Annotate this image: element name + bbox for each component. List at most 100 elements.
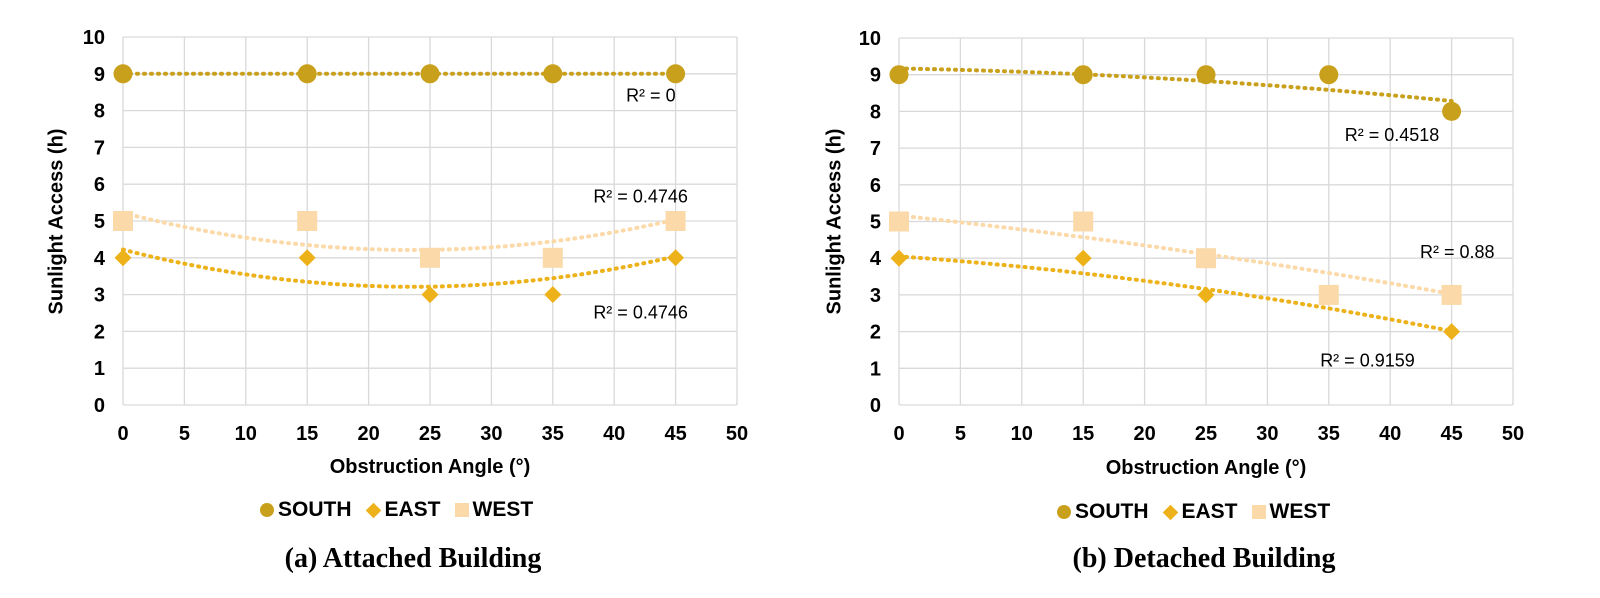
y-tick-label: 8 — [94, 101, 105, 123]
x-tick-label: 25 — [419, 423, 441, 445]
diamond-marker-icon — [1162, 504, 1178, 520]
y-tick-label: 3 — [870, 285, 881, 307]
x-tick-label: 40 — [603, 423, 625, 445]
y-tick-label: 10 — [859, 28, 881, 50]
r2-annotation: R² = 0.4746 — [593, 303, 688, 323]
legend-label-east: EAST — [384, 498, 441, 521]
diamond-marker-icon — [365, 502, 381, 518]
y-axis-title-b: Sunlight Access (h) — [823, 128, 846, 315]
gridlines — [122, 36, 738, 406]
y-tick-label: 9 — [94, 64, 105, 86]
y-tick-label: 4 — [94, 248, 106, 270]
trendline-west — [121, 210, 678, 252]
data-point-east — [1197, 286, 1215, 304]
legend-item-west: WEST — [1251, 500, 1331, 524]
gridlines — [898, 37, 1514, 406]
data-point-south — [1073, 65, 1093, 85]
data-point-west — [889, 211, 909, 232]
data-point-west — [665, 211, 686, 231]
x-tick-label: 30 — [1256, 423, 1278, 445]
legend-item-east: EAST — [365, 498, 441, 522]
data-point-south — [1196, 65, 1216, 85]
data-point-west — [1441, 284, 1462, 305]
square-marker-icon — [1251, 505, 1266, 519]
y-axis-title-a: Sunlight Access (h) — [45, 128, 68, 315]
y-tick-label: 0 — [870, 395, 881, 417]
data-point-east — [1443, 323, 1461, 341]
x-tick-label: 0 — [117, 423, 128, 445]
x-tick-label: 35 — [1318, 423, 1340, 445]
data-point-south — [1442, 101, 1462, 121]
data-point-south — [297, 64, 317, 84]
data-point-east — [667, 249, 685, 267]
data-point-east — [114, 249, 132, 267]
data-point-west — [297, 211, 318, 231]
y-tick-label: 1 — [94, 358, 105, 380]
x-tick-label: 10 — [1011, 423, 1033, 445]
y-tick-label: 7 — [94, 137, 105, 159]
x-tick-label: 35 — [542, 423, 564, 445]
data-point-south — [666, 64, 686, 84]
legend-label-east: EAST — [1181, 500, 1238, 523]
data-point-east — [421, 286, 439, 304]
y-tick-label: 8 — [870, 101, 881, 123]
legend-a: SOUTH EAST WEST — [260, 498, 533, 522]
y-tick-label: 9 — [870, 65, 881, 87]
y-tick-label: 6 — [94, 174, 105, 196]
caption-b: (b) Detached Building — [1072, 543, 1336, 574]
x-tick-label: 45 — [1440, 423, 1462, 445]
data-point-west — [1073, 211, 1094, 232]
legend-label-south: SOUTH — [278, 498, 352, 521]
x-tick-label: 20 — [357, 423, 379, 445]
x-tick-label: 10 — [235, 423, 257, 445]
trendline-west — [897, 213, 1454, 296]
x-tick-label: 30 — [480, 423, 502, 445]
legend-b: SOUTH EAST WEST — [1057, 500, 1330, 524]
data-point-south — [543, 64, 563, 84]
x-tick-label: 15 — [1072, 423, 1094, 445]
x-tick-label: 0 — [893, 423, 904, 445]
legend-label-west: WEST — [1269, 500, 1331, 523]
trendline-east — [121, 247, 678, 289]
x-tick-label: 5 — [955, 423, 966, 445]
y-tick-label: 10 — [83, 27, 105, 49]
legend-item-south: SOUTH — [1057, 500, 1149, 524]
legend-item-west: WEST — [454, 498, 534, 522]
y-tick-label: 5 — [94, 211, 105, 233]
y-tick-label: 0 — [94, 395, 105, 417]
chart-panel-b: 0 1 2 3 4 5 6 7 8 9 10 0 5 10 15 20 25 30 35 40 45 50 R² = 0.4… — [776, 0, 1576, 598]
caption-a: (a) Attached Building — [284, 543, 542, 574]
x-tick-label: 50 — [726, 423, 748, 445]
data-point-east — [298, 249, 316, 267]
y-tick-label: 3 — [94, 285, 105, 307]
data-point-south — [1319, 65, 1339, 85]
legend-item-east: EAST — [1162, 500, 1238, 524]
r2-annotation: R² = 0.9159 — [1320, 350, 1415, 370]
y-tick-label: 1 — [870, 358, 881, 380]
x-tick-label: 20 — [1133, 423, 1155, 445]
data-point-east — [1074, 249, 1092, 267]
legend-label-south: SOUTH — [1075, 500, 1149, 523]
y-tick-label: 6 — [870, 175, 881, 197]
data-point-south — [420, 64, 440, 84]
square-marker-icon — [454, 503, 469, 517]
r2-annotation: R² = 0.4518 — [1345, 125, 1440, 145]
data-point-south — [113, 64, 133, 84]
r2-annotation: R² = 0 — [626, 85, 676, 105]
data-point-west — [1196, 248, 1216, 269]
y-tick-label: 7 — [870, 138, 881, 160]
circle-marker-icon — [1057, 505, 1071, 519]
legend-label-west: WEST — [472, 498, 534, 521]
data-point-west — [1318, 284, 1339, 305]
x-tick-label: 15 — [296, 423, 318, 445]
y-tick-label: 5 — [870, 212, 881, 234]
data-point-south — [889, 65, 909, 85]
x-tick-label: 50 — [1502, 423, 1524, 445]
data-point-east — [890, 249, 908, 267]
data-point-east — [544, 286, 562, 304]
x-axis-title-a: Obstruction Angle (°) — [329, 456, 531, 478]
circle-marker-icon — [260, 503, 274, 517]
chart-panel-a: 0 1 2 3 4 5 6 7 8 9 10 0 5 10 15 20 25 30 35 40 45 50 R² = 0 R²… — [45, 27, 749, 574]
